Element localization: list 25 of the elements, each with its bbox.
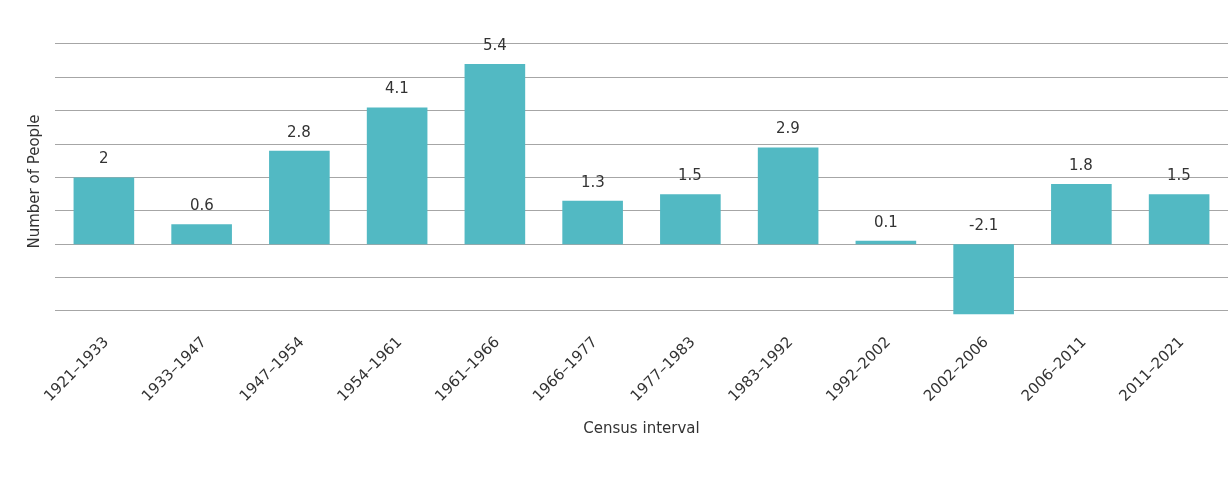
data-label: 2.9 <box>776 119 800 137</box>
bar <box>562 200 623 245</box>
data-label: 2.8 <box>287 123 311 141</box>
data-label: 1.5 <box>1167 166 1191 184</box>
data-label: -2.1 <box>969 216 999 234</box>
bar <box>953 244 1014 315</box>
bar <box>757 147 819 245</box>
data-label: 5.4 <box>483 36 507 54</box>
bar <box>660 194 721 245</box>
bar <box>1051 184 1112 245</box>
data-label: 2 <box>99 149 109 167</box>
data-label: 0.1 <box>874 213 898 231</box>
data-label: 1.5 <box>678 166 702 184</box>
data-label: 4.1 <box>385 79 409 97</box>
bar <box>366 107 428 245</box>
x-axis-title: Census interval <box>583 418 700 437</box>
data-label: 0.6 <box>190 196 214 214</box>
bar <box>464 64 526 245</box>
bar <box>269 150 330 245</box>
bar <box>1148 194 1210 245</box>
data-label: 1.8 <box>1069 156 1093 174</box>
data-label: 1.3 <box>581 173 605 191</box>
bar <box>73 177 135 245</box>
y-axis-title: Number of People <box>25 114 44 249</box>
bar <box>171 224 232 245</box>
